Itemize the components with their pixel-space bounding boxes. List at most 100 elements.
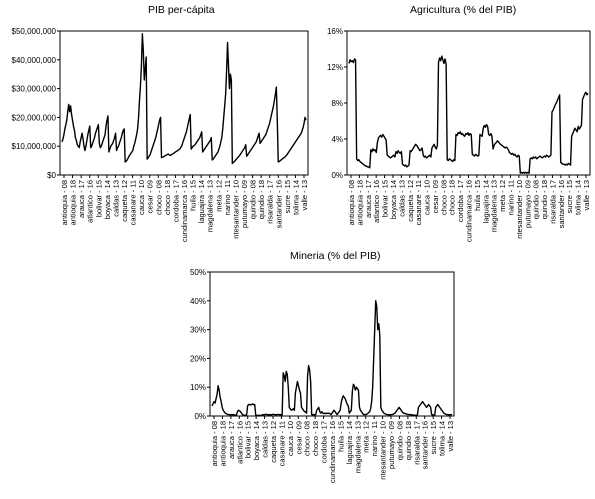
x-tick-label: huila - 15 <box>473 180 482 211</box>
x-tick-label: arauca - 17 <box>77 180 86 218</box>
x-tick-label: narino - 11 <box>506 180 515 215</box>
x-tick-label: caldas - 13 <box>111 180 120 217</box>
chart-title: Agricultura (% del PIB) <box>410 4 517 16</box>
x-tick-label: ntesantander - 10 <box>231 180 240 239</box>
x-tick-label: boyaca - 14 <box>103 180 112 219</box>
x-tick-label: antioquia - 18 <box>355 180 364 225</box>
x-tick-label: bolivar - 15 <box>94 180 103 217</box>
chart-panel-agricultura: Agricultura (% del PIB) 0% 4% 8% 12% 16% anti… <box>300 0 595 250</box>
x-tick-label: santander - 16 <box>274 180 283 228</box>
x-tick-label: cordoba - 17 <box>320 421 329 463</box>
x-tick-label: laguajira - 14 <box>345 421 354 464</box>
x-tick-label: laguajira - 14 <box>481 180 490 223</box>
x-tick-label: magdalena - 13 <box>353 421 362 473</box>
x-tick-label: choco - 18 <box>163 180 172 215</box>
x-tick-label: antioquia - 18 <box>69 180 78 225</box>
x-tick-label: caldas - 13 <box>397 180 406 217</box>
series-line <box>348 55 589 174</box>
x-tick-label: caqueta - 12 <box>269 421 278 463</box>
x-tick-label: ntesantander - 10 <box>379 421 388 480</box>
x-tick-label: huila - 15 <box>189 180 198 211</box>
x-tick-label: antioquia - 08 <box>60 180 69 225</box>
y-tick-label: $10,000,000 <box>12 142 57 151</box>
y-tick-label: 40% <box>190 297 206 306</box>
y-tick-label: 10% <box>190 383 206 392</box>
x-tick-label: ntesantander - 10 <box>515 180 524 239</box>
x-tick-label: cundinamarca - 16 <box>180 180 189 242</box>
y-tick-label: 30% <box>190 326 206 335</box>
x-tick-label: meta - 12 <box>362 421 371 453</box>
x-tick-label: choco - 18 <box>448 180 457 215</box>
x-tick-label: narino - 11 <box>223 180 232 215</box>
x-tick-label: caqueta - 12 <box>120 180 129 222</box>
x-tick-label: antioquia - 08 <box>210 421 219 466</box>
x-tick-label: putumayo - 09 <box>387 421 396 469</box>
x-tick-label: meta - 12 <box>498 180 507 212</box>
series-line <box>211 300 452 417</box>
x-tick-label: quindio - 08 <box>249 180 258 219</box>
x-tick-label: huila - 15 <box>336 421 345 452</box>
x-tick-label: bolivar - 15 <box>381 180 390 217</box>
x-tick-label: choco - 08 <box>154 180 163 215</box>
x-tick-label: putumayo - 09 <box>240 180 249 228</box>
y-tick-label: 0% <box>194 412 206 421</box>
plot-frame <box>346 30 591 176</box>
y-tick-label: 50% <box>190 268 206 277</box>
x-tick-label: cesar - 09 <box>294 421 303 454</box>
x-tick-label: arauca - 17 <box>364 180 373 218</box>
y-tick-label: 8% <box>331 99 343 108</box>
x-tick-label: arauca - 17 <box>227 421 236 459</box>
x-tick-label: cauca - 10 <box>286 421 295 456</box>
x-tick-label: quindio - 18 <box>404 421 413 460</box>
x-tick-label: santander - 16 <box>557 180 566 228</box>
x-tick-label: casanare - 11 <box>414 180 423 225</box>
y-tick-label: 0% <box>331 171 343 180</box>
x-tick-label: caqueta - 12 <box>406 180 415 222</box>
chart-title: PIB per-cápita <box>148 4 215 16</box>
chart-pib-per-capita: $0 $10,000,000 $20,000,000 $30,000,000 $40,0… <box>12 27 310 242</box>
x-tick-label: caldas - 13 <box>261 421 270 458</box>
x-tick-label: risaralda - 17 <box>548 180 557 224</box>
x-tick-label: quindio - 18 <box>257 180 266 219</box>
x-tick-label: antioquia - 18 <box>218 421 227 466</box>
x-tick-label: risaralda - 17 <box>266 180 275 224</box>
chart-panel-mineria: Mineria (% del PIB) 0% 10% 20% 30% 40% 50% ant… <box>150 250 470 499</box>
x-tick-label: atlantico - 16 <box>86 180 95 223</box>
x-tick-label: cauca - 10 <box>137 180 146 215</box>
y-tick-label: 20% <box>190 354 206 363</box>
x-tick-label: cesar - 09 <box>431 180 440 213</box>
y-tick-label: $40,000,000 <box>12 56 57 65</box>
x-tick-label: santander - 16 <box>421 421 430 469</box>
x-tick-label: meta - 12 <box>214 180 223 212</box>
x-tick-label: valle - 13 <box>446 421 455 451</box>
chart-mineria: 0% 10% 20% 30% 40% 50% antioquia - 08 antioquia… <box>190 268 455 483</box>
x-tick-label: choco - 08 <box>439 180 448 215</box>
y-tick-label: $50,000,000 <box>12 27 57 36</box>
x-tick-label: laguajira - 14 <box>197 180 206 223</box>
x-tick-label: sucre - 15 <box>283 180 292 213</box>
x-tick-label: cundinamarca - 16 <box>465 180 474 242</box>
x-tick-label: quindio - 18 <box>540 180 549 219</box>
x-tick-label: magdalena - 13 <box>206 180 215 232</box>
y-tick-label: 12% <box>327 63 343 72</box>
chart-agricultura: 0% 4% 8% 12% 16% antioquia - 08 antioquia - 18… <box>327 27 591 242</box>
chart-title: Mineria (% del PIB) <box>290 250 381 262</box>
x-tick-label: sucre - 15 <box>565 180 574 213</box>
y-tick-label: 16% <box>327 27 343 36</box>
x-tick-label: valle - 13 <box>300 180 309 210</box>
x-tick-label: sucre - 15 <box>429 421 438 454</box>
x-tick-label: risaralda - 17 <box>412 421 421 465</box>
x-tick-label: casanare - 11 <box>277 421 286 466</box>
x-tick-label: casanare - 11 <box>129 180 138 225</box>
x-tick-label: quindio - 08 <box>395 421 404 460</box>
x-tick-label: tolima - 14 <box>438 421 447 456</box>
plot-frame <box>209 271 455 417</box>
x-tick-label: quindio - 08 <box>532 180 541 219</box>
x-tick-label: boyaca - 14 <box>252 421 261 460</box>
chart-panel-pib: PIB per-cápita $0 $10,000,000 $20,000,000 $… <box>0 0 320 250</box>
x-tick-label: antioquia - 08 <box>347 180 356 225</box>
y-tick-label: $20,000,000 <box>12 113 57 122</box>
x-tick-label: atlantico - 16 <box>372 180 381 223</box>
x-tick-label: cundinamarca - 16 <box>328 421 337 483</box>
x-tick-label: putumayo - 09 <box>523 180 532 228</box>
